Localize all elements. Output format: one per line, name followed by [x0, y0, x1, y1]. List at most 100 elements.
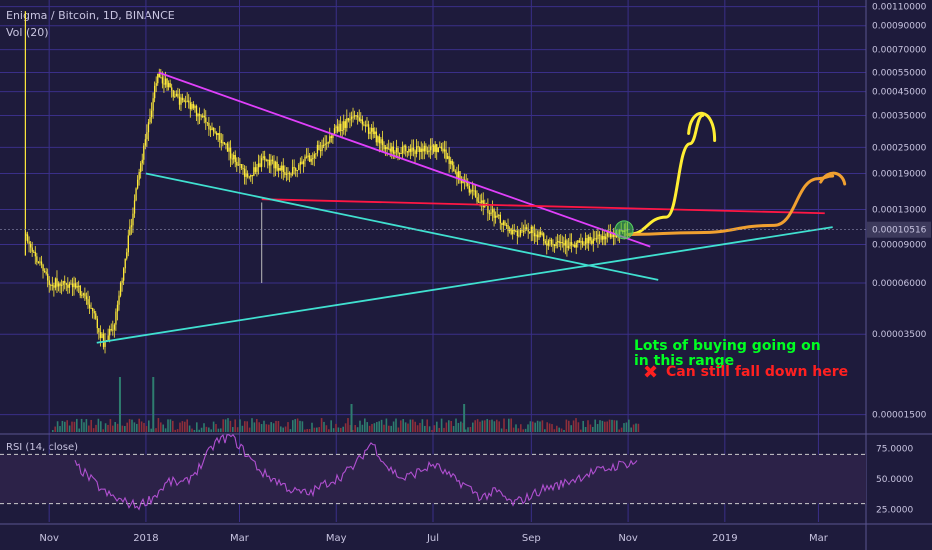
- candle-body: [417, 146, 419, 148]
- candle-body: [609, 231, 612, 238]
- volume-bar: [522, 429, 524, 432]
- candle-body: [473, 190, 475, 192]
- candle-body: [467, 182, 469, 187]
- volume-bar: [150, 428, 152, 432]
- volume-bar: [157, 418, 160, 432]
- candle-body: [598, 234, 601, 236]
- volume-bar: [320, 418, 323, 432]
- volume-bar: [481, 420, 484, 432]
- volume-bar: [620, 427, 623, 432]
- volume-bar: [349, 425, 352, 432]
- volume-bar: [282, 427, 284, 432]
- volume-bar: [560, 428, 563, 432]
- volume-bar: [148, 420, 150, 432]
- candle-body: [487, 205, 489, 214]
- candle-body: [547, 240, 550, 246]
- candle-body: [234, 154, 236, 162]
- candle-body: [104, 340, 106, 347]
- volume-bar: [599, 420, 601, 432]
- candle-body: [90, 308, 92, 310]
- candle-body: [212, 127, 215, 132]
- candle-body: [433, 145, 435, 152]
- volume-bar: [496, 419, 498, 432]
- candle-body: [426, 151, 429, 153]
- candle-body: [490, 212, 492, 215]
- candle-body: [126, 252, 128, 259]
- volume-bar: [102, 429, 104, 432]
- candle-body: [240, 164, 243, 169]
- candle-body: [569, 242, 571, 247]
- candle-body: [268, 159, 271, 166]
- candle-body: [409, 148, 412, 152]
- candle-body: [30, 243, 32, 248]
- volume-bar: [491, 419, 493, 432]
- candle-body: [601, 236, 604, 240]
- candle-body: [56, 278, 58, 287]
- volume-bar: [424, 425, 426, 432]
- volume-bar: [251, 418, 253, 432]
- candle-body: [363, 124, 365, 126]
- candle-body: [371, 127, 373, 132]
- candle-body: [143, 145, 145, 160]
- candle-body: [445, 149, 447, 159]
- candle-body: [147, 122, 150, 133]
- candle-body: [116, 304, 119, 312]
- candle-body: [510, 228, 512, 235]
- candle-body: [124, 258, 126, 269]
- candle-body: [372, 127, 374, 135]
- candle-body: [383, 145, 385, 150]
- volume-bar: [419, 422, 421, 432]
- candle-body: [135, 188, 137, 201]
- candle-body: [302, 161, 305, 165]
- candle-body: [28, 241, 30, 244]
- candle-body: [273, 161, 275, 169]
- candle-body: [138, 172, 140, 180]
- volume-bar: [258, 422, 260, 432]
- candle-body: [247, 173, 249, 177]
- candle-body: [150, 110, 153, 118]
- volume-bar: [164, 428, 167, 432]
- candle-body: [243, 168, 246, 177]
- candle-body: [453, 165, 455, 172]
- candle-body: [260, 158, 263, 167]
- volume-bar: [100, 421, 102, 432]
- candle-body: [79, 285, 81, 296]
- candle-body: [501, 223, 503, 225]
- candle-body: [130, 225, 133, 227]
- candle-body: [521, 229, 523, 232]
- volume-bar: [308, 428, 311, 432]
- candle-body: [481, 200, 483, 203]
- candle-body: [127, 235, 129, 253]
- volume-bar: [316, 427, 318, 432]
- candle-body: [364, 125, 367, 127]
- volume-bar: [397, 427, 400, 432]
- projection-orange: [626, 174, 835, 236]
- candle-body: [332, 133, 334, 138]
- candle-body: [456, 172, 458, 178]
- volume-bar: [556, 425, 558, 432]
- volume-bar: [350, 404, 353, 432]
- candle-body: [488, 213, 491, 215]
- volume-bar: [210, 429, 212, 432]
- candle-body: [502, 221, 505, 225]
- annotation-buying-line1: Lots of buying going on: [634, 338, 821, 354]
- volume-label: Vol (20): [6, 26, 49, 39]
- candle-body: [155, 83, 157, 86]
- volume-bar: [546, 422, 548, 432]
- volume-bar: [284, 426, 287, 432]
- candle-body: [425, 145, 427, 152]
- candle-body: [84, 293, 86, 297]
- candle-body: [140, 163, 142, 173]
- candle-body: [357, 115, 359, 118]
- candle-body: [253, 167, 255, 176]
- candle-body: [250, 175, 252, 177]
- volume-bar: [54, 426, 56, 432]
- volume-bar: [534, 422, 536, 432]
- candle-body: [110, 329, 112, 331]
- candle-body: [68, 283, 71, 288]
- volume-bar: [68, 425, 71, 432]
- candle-body: [340, 123, 342, 131]
- candle-body: [78, 285, 80, 287]
- volume-bar: [335, 423, 337, 432]
